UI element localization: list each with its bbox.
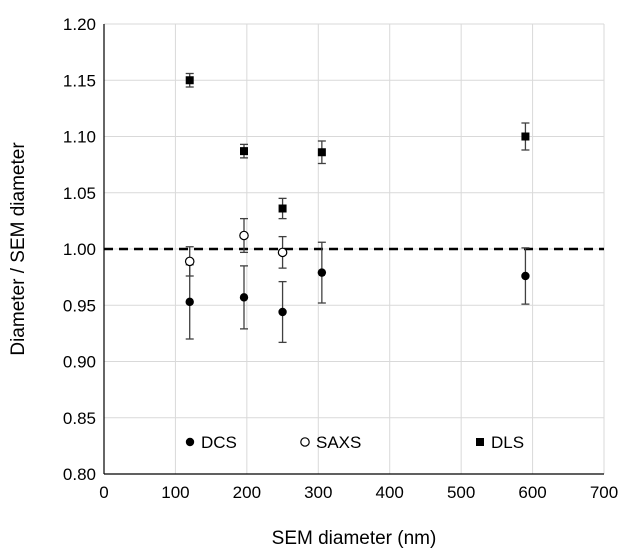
dcs-point [317, 268, 327, 277]
dcs-point [185, 297, 194, 307]
legend: DCS SAXS DLS [185, 433, 524, 452]
x-tick-label: 700 [590, 483, 618, 502]
legend-label-dcs: DCS [201, 433, 237, 452]
dls-point [317, 148, 326, 157]
saxs-point [184, 256, 195, 267]
x-tick-label: 500 [447, 483, 475, 502]
y-tick-label: 1.00 [63, 240, 96, 259]
x-tick-label: 300 [304, 483, 332, 502]
dls-point [521, 132, 530, 141]
x-axis-title: SEM diameter (nm) [272, 528, 437, 549]
dls-point [240, 147, 248, 156]
dcs-point [239, 293, 249, 302]
y-tick-label: 1.20 [63, 15, 96, 34]
legend-marker-dls [476, 438, 484, 446]
y-tick-label: 0.80 [63, 465, 96, 484]
y-tick-label: 0.90 [63, 353, 96, 372]
y-tick-label: 1.10 [63, 128, 96, 147]
x-tick-label: 600 [518, 483, 546, 502]
y-axis-title: Diameter / SEM diameter [8, 142, 29, 356]
dls-point [278, 204, 287, 213]
y-tick-label: 1.15 [63, 71, 96, 90]
saxs-point [239, 230, 249, 241]
dls-point [185, 76, 194, 85]
legend-label-dls: DLS [491, 433, 524, 452]
x-tick-label: 400 [376, 483, 404, 502]
dcs-point [521, 271, 530, 281]
data-points [184, 72, 530, 344]
x-tick-label: 200 [233, 483, 261, 502]
saxs-point [277, 247, 288, 258]
y-tick-label: 0.95 [63, 296, 96, 315]
dcs-point [278, 307, 287, 317]
y-tick-label: 0.85 [63, 409, 96, 428]
legend-label-saxs: SAXS [316, 433, 361, 452]
y-tick-label: 1.05 [63, 184, 96, 203]
x-tick-label: 100 [161, 483, 189, 502]
axes: 0 100 200 300 400 500 600 700 0.80 0.85 0.90 0.95 1.… [63, 15, 618, 502]
legend-marker-saxs [300, 437, 310, 447]
legend-marker-dcs [185, 437, 195, 447]
x-tick-label: 0 [99, 483, 108, 502]
